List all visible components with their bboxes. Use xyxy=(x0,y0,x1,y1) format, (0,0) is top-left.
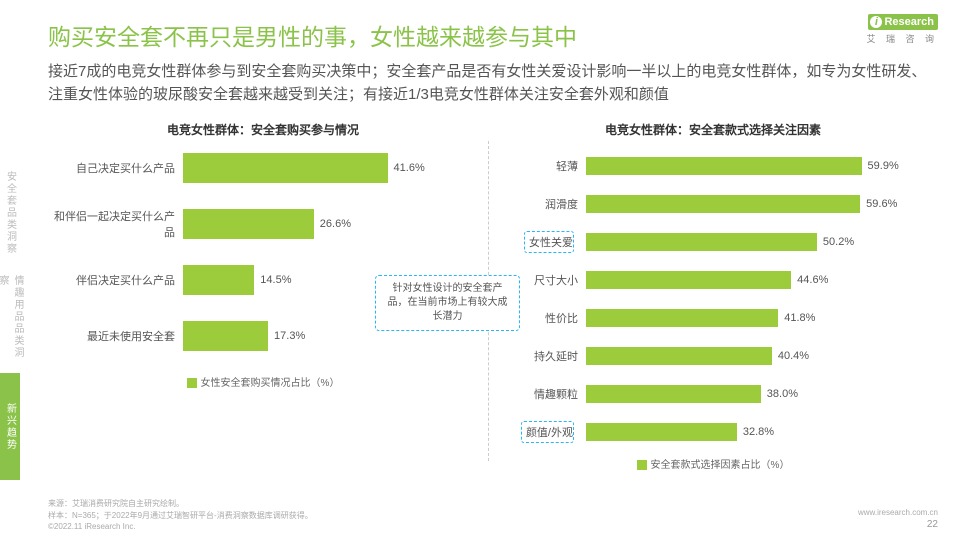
bar-value: 44.6% xyxy=(797,274,828,286)
bar-value: 32.8% xyxy=(743,426,774,438)
bar-row: 持久延时 40.4% xyxy=(518,340,908,372)
bar-value: 38.0% xyxy=(767,388,798,400)
sidebar-nav: 安全套品类洞察情趣用品品类洞察新兴趋势 xyxy=(0,160,20,480)
bar-fill xyxy=(183,321,268,351)
bar-row: 轻薄 59.9% xyxy=(518,150,908,182)
chart-right: 电竞女性群体：安全套款式选择关注因素 轻薄 59.9% 润滑度 59.6% 女性关爱 50… xyxy=(478,121,908,471)
bar-row: 颜值/外观 32.8% xyxy=(518,416,908,448)
sidebar-item[interactable]: 新兴趋势 xyxy=(0,373,20,480)
bar-value: 41.8% xyxy=(784,312,815,324)
bar-fill xyxy=(183,153,388,183)
bar-row: 润滑度 59.6% xyxy=(518,188,908,220)
logo-subtitle: 艾 瑞 咨 询 xyxy=(866,32,938,45)
page-title: 购买安全套不再只是男性的事，女性越来越参与其中 xyxy=(48,18,930,52)
bar-track: 38.0% xyxy=(586,385,908,403)
bar-value: 59.6% xyxy=(866,198,897,210)
page-number: 22 xyxy=(858,518,938,532)
chart-right-legend: 安全套款式选择因素占比（%） xyxy=(518,456,908,471)
bar-fill xyxy=(586,157,862,175)
bar-fill xyxy=(586,271,791,289)
logo-brand: Research xyxy=(868,14,938,30)
bar-label: 性价比 xyxy=(545,310,578,326)
bar-track: 59.6% xyxy=(586,195,908,213)
bar-track: 41.6% xyxy=(183,153,478,183)
bar-row: 情趣颗粒 38.0% xyxy=(518,378,908,410)
bar-label: 最近未使用安全套 xyxy=(48,328,183,344)
legend-swatch-icon xyxy=(637,460,647,470)
callout-box: 针对女性设计的安全套产品，在当前市场上有较大成长潜力 xyxy=(375,275,520,331)
bar-track: 32.8% xyxy=(586,423,908,441)
bar-label: 伴侣决定买什么产品 xyxy=(48,272,183,288)
bar-fill xyxy=(586,347,772,365)
sidebar-item[interactable]: 安全套品类洞察 xyxy=(0,160,20,267)
bar-row: 自己决定买什么产品 41.6% xyxy=(48,150,478,186)
bar-value: 14.5% xyxy=(260,274,291,286)
bar-value: 50.2% xyxy=(823,236,854,248)
footer-site: www.iresearch.com.cn xyxy=(858,507,938,518)
legend-swatch-icon xyxy=(187,378,197,388)
bar-label: 尺寸大小 xyxy=(534,272,578,288)
bar-track: 50.2% xyxy=(586,233,908,251)
bar-value: 41.6% xyxy=(394,162,425,174)
bar-value: 26.6% xyxy=(320,218,351,230)
bar-track: 44.6% xyxy=(586,271,908,289)
footer-sample: 样本：N=365；于2022年9月通过艾瑞智研平台-消费洞察数据库调研获得。 xyxy=(48,510,938,521)
bar-row: 性价比 41.8% xyxy=(518,302,908,334)
footer-copyright: ©2022.11 iResearch Inc. xyxy=(48,521,938,532)
bar-value: 40.4% xyxy=(778,350,809,362)
bar-fill xyxy=(183,209,314,239)
bar-track: 59.9% xyxy=(586,157,908,175)
bar-fill xyxy=(586,385,761,403)
bar-value: 59.9% xyxy=(868,160,899,172)
bar-fill xyxy=(586,309,778,327)
chart-left-legend: 女性安全套购买情况占比（%） xyxy=(48,374,478,389)
bar-label: 润滑度 xyxy=(545,196,578,212)
sidebar-item[interactable]: 情趣用品品类洞察 xyxy=(0,267,20,374)
bar-value: 17.3% xyxy=(274,330,305,342)
bar-label: 轻薄 xyxy=(556,158,578,174)
bar-label: 颜值/外观 xyxy=(521,421,574,443)
footer: 来源：艾瑞消费研究院自主研究绘制。 样本：N=365；于2022年9月通过艾瑞智… xyxy=(48,498,938,532)
chart-left-title: 电竞女性群体：安全套购买参与情况 xyxy=(48,121,478,138)
bar-row: 尺寸大小 44.6% xyxy=(518,264,908,296)
bar-track: 40.4% xyxy=(586,347,908,365)
bar-label: 自己决定买什么产品 xyxy=(48,160,183,176)
bar-label: 情趣颗粒 xyxy=(534,386,578,402)
footer-source: 来源：艾瑞消费研究院自主研究绘制。 xyxy=(48,498,938,509)
logo: Research 艾 瑞 咨 询 xyxy=(866,12,938,45)
page-subtitle: 接近7成的电竞女性群体参与到安全套购买决策中；安全套产品是否有女性关爱设计影响一… xyxy=(48,60,930,107)
bar-fill xyxy=(586,423,737,441)
bar-track: 41.8% xyxy=(586,309,908,327)
bar-fill xyxy=(586,233,817,251)
bar-row: 和伴侣一起决定买什么产品 26.6% xyxy=(48,206,478,242)
bar-fill xyxy=(183,265,254,295)
bar-row: 女性关爱 50.2% xyxy=(518,226,908,258)
bar-fill xyxy=(586,195,860,213)
chart-right-title: 电竞女性群体：安全套款式选择关注因素 xyxy=(518,121,908,138)
bar-label: 持久延时 xyxy=(534,348,578,364)
bar-label: 女性关爱 xyxy=(524,231,574,253)
bar-label: 和伴侣一起决定买什么产品 xyxy=(48,208,183,240)
bar-track: 26.6% xyxy=(183,209,478,239)
